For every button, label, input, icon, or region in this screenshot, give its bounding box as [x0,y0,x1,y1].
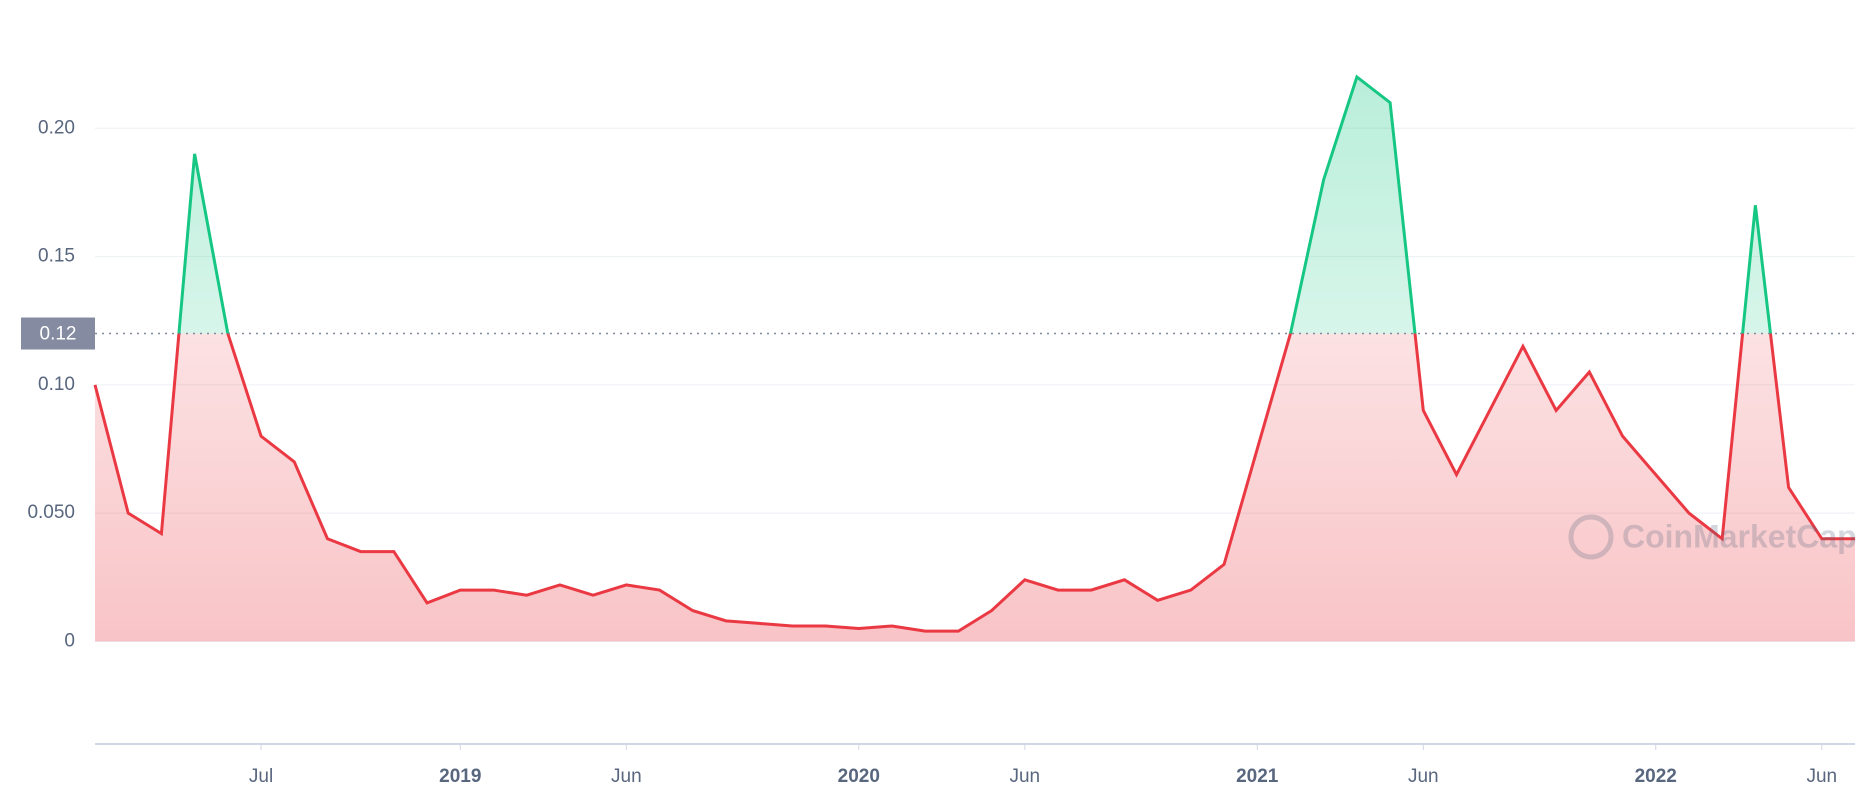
y-tick-label: 0.10 [38,374,75,395]
y-tick-label: 0.050 [27,502,75,523]
x-tick-label: 2022 [1635,766,1677,787]
reference-label-box [21,317,95,350]
watermark: CoinMarketCap [1568,514,1857,560]
x-tick-label: Jun [611,766,642,787]
x-tick-label: Jun [1806,766,1837,787]
x-tick-label: 2020 [838,766,880,787]
x-tick-label: Jun [1408,766,1439,787]
x-tick-label: 2019 [439,766,481,787]
watermark-text: CoinMarketCap [1622,518,1857,554]
reference-label: 0.12 [40,324,77,345]
x-tick-label: Jun [1009,766,1040,787]
y-tick-label: 0 [64,630,75,651]
price-line [93,333,1855,633]
y-tick-label: 0.20 [38,117,75,138]
y-tick-label: 0.15 [38,246,75,267]
x-tick-label: 2021 [1236,766,1279,787]
x-tick-label: Jul [249,766,273,787]
area-below [95,333,1855,642]
